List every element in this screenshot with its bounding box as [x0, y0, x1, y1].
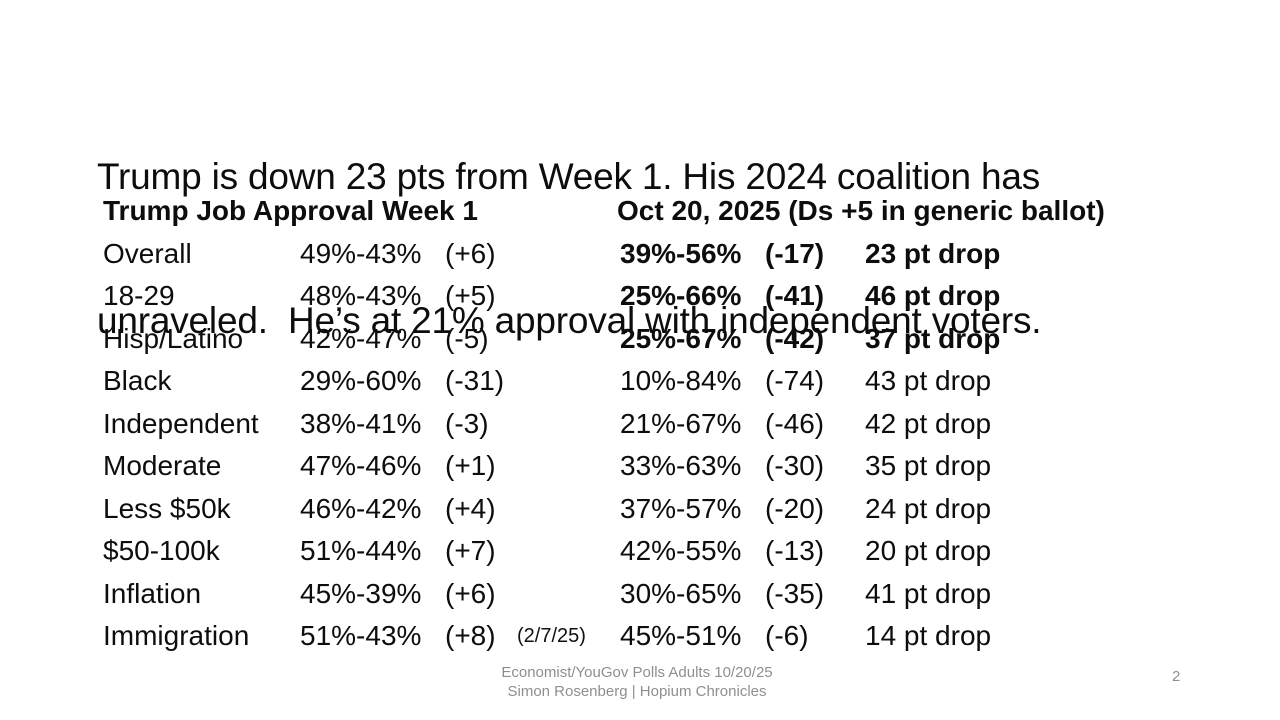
week1-margin: (+1): [445, 450, 496, 482]
row-label: Less $50k: [103, 492, 231, 524]
oct-margin: (-30): [765, 450, 825, 482]
week1-approval: 51%-43%: [300, 620, 422, 652]
pt-drop: 43 pt drop: [865, 365, 992, 397]
oct-approval: 10%-84%: [620, 365, 742, 397]
week1-margin: (+5): [445, 280, 496, 312]
table-row: Inflation 45%-39% (+6) 30%-65% (-35) 41 pt dr…: [103, 573, 1105, 616]
oct-margin: (-74): [765, 365, 825, 397]
table-row: Immigration 51%-43% (+8) (2/7/25) 45%-51% (-6…: [103, 615, 1105, 658]
row-label: Immigration: [103, 620, 250, 652]
table-header-week1: Trump Job Approval Week 1: [103, 195, 478, 227]
week1-approval: 46%-42%: [300, 492, 422, 524]
table-body: Overall 49%-43% (+6) 39%-56% (-17) 23 pt drop…: [103, 233, 1105, 658]
week1-margin: (+8): [445, 620, 496, 652]
week1-date-note: (2/7/25): [517, 624, 586, 647]
oct-approval: 45%-51%: [620, 620, 742, 652]
week1-margin: (-5): [445, 322, 489, 354]
title-line-1: Trump is down 23 pts from Week 1. His 20…: [97, 156, 1041, 197]
approval-table: Trump Job Approval Week 1 Oct 20, 2025 (…: [103, 190, 1105, 658]
table-row: Overall 49%-43% (+6) 39%-56% (-17) 23 pt drop: [103, 233, 1105, 276]
week1-margin: (+6): [445, 577, 496, 609]
oct-margin: (-46): [765, 407, 825, 439]
oct-approval: 37%-57%: [620, 492, 742, 524]
week1-approval: 49%-43%: [300, 237, 422, 269]
oct-approval: 33%-63%: [620, 450, 742, 482]
table-row: Black 29%-60% (-31) 10%-84% (-74) 43 pt drop: [103, 360, 1105, 403]
row-label: $50-100k: [103, 535, 220, 567]
table-row: Hisp/Latino 42%-47% (-5) 25%-67% (-42) 37 pt …: [103, 318, 1105, 361]
week1-approval: 38%-41%: [300, 407, 422, 439]
table-header-oct: Oct 20, 2025 (Ds +5 in generic ballot): [617, 195, 1105, 227]
oct-margin: (-17): [765, 237, 825, 269]
oct-margin: (-41): [765, 280, 825, 312]
pt-drop: 41 pt drop: [865, 577, 992, 609]
title-line-2: unraveled. He’s at 21% approval with ind…: [97, 300, 1042, 341]
table-row: Independent 38%-41% (-3) 21%-67% (-46) 42 pt …: [103, 403, 1105, 446]
pt-drop: 23 pt drop: [865, 237, 1001, 269]
table-row: Moderate 47%-46% (+1) 33%-63% (-30) 35 pt dro…: [103, 445, 1105, 488]
row-label: Inflation: [103, 577, 202, 609]
week1-approval: 47%-46%: [300, 450, 422, 482]
week1-margin: (+4): [445, 492, 496, 524]
row-label: Overall: [103, 237, 192, 269]
table-row: $50-100k 51%-44% (+7) 42%-55% (-13) 20 pt dro…: [103, 530, 1105, 573]
row-label: Independent: [103, 407, 259, 439]
oct-approval: 39%-56%: [620, 237, 742, 269]
week1-approval: 29%-60%: [300, 365, 422, 397]
row-label: Black: [103, 365, 172, 397]
oct-approval: 30%-65%: [620, 577, 742, 609]
week1-approval: 48%-43%: [300, 280, 422, 312]
week1-approval: 51%-44%: [300, 535, 422, 567]
slide-title: Trump is down 23 pts from Week 1. His 20…: [97, 57, 1042, 441]
oct-approval: 42%-55%: [620, 535, 742, 567]
oct-margin: (-42): [765, 322, 825, 354]
pt-drop: 35 pt drop: [865, 450, 992, 482]
footer-author-line: Simon Rosenberg | Hopium Chronicles: [507, 683, 767, 700]
table-row: Less $50k 46%-42% (+4) 37%-57% (-20) 24 pt dr…: [103, 488, 1105, 531]
oct-approval: 25%-67%: [620, 322, 742, 354]
week1-margin: (-3): [445, 407, 489, 439]
pt-drop: 46 pt drop: [865, 280, 1001, 312]
week1-margin: (+7): [445, 535, 496, 567]
oct-margin: (-6): [765, 620, 809, 652]
week1-approval: 42%-47%: [300, 322, 422, 354]
row-label: 18-29: [103, 280, 175, 312]
oct-approval: 25%-66%: [620, 280, 742, 312]
week1-margin: (-31): [445, 365, 505, 397]
oct-approval: 21%-67%: [620, 407, 742, 439]
oct-margin: (-35): [765, 577, 825, 609]
table-row: 18-29 48%-43% (+5) 25%-66% (-41) 46 pt drop: [103, 275, 1105, 318]
footer-source-line: Economist/YouGov Polls Adults 10/20/25: [501, 664, 773, 681]
row-label: Moderate: [103, 450, 222, 482]
pt-drop: 14 pt drop: [865, 620, 992, 652]
week1-margin: (+6): [445, 237, 496, 269]
pt-drop: 24 pt drop: [865, 492, 992, 524]
oct-margin: (-20): [765, 492, 825, 524]
week1-approval: 45%-39%: [300, 577, 422, 609]
footer: Economist/YouGov Polls Adults 10/20/25 S…: [437, 663, 837, 701]
oct-margin: (-13): [765, 535, 825, 567]
pt-drop: 42 pt drop: [865, 407, 992, 439]
page-number: 2: [1172, 668, 1181, 685]
row-label: Hisp/Latino: [103, 322, 244, 354]
table-header-row: Trump Job Approval Week 1 Oct 20, 2025 (…: [103, 190, 1105, 233]
pt-drop: 20 pt drop: [865, 535, 992, 567]
pt-drop: 37 pt drop: [865, 322, 1001, 354]
